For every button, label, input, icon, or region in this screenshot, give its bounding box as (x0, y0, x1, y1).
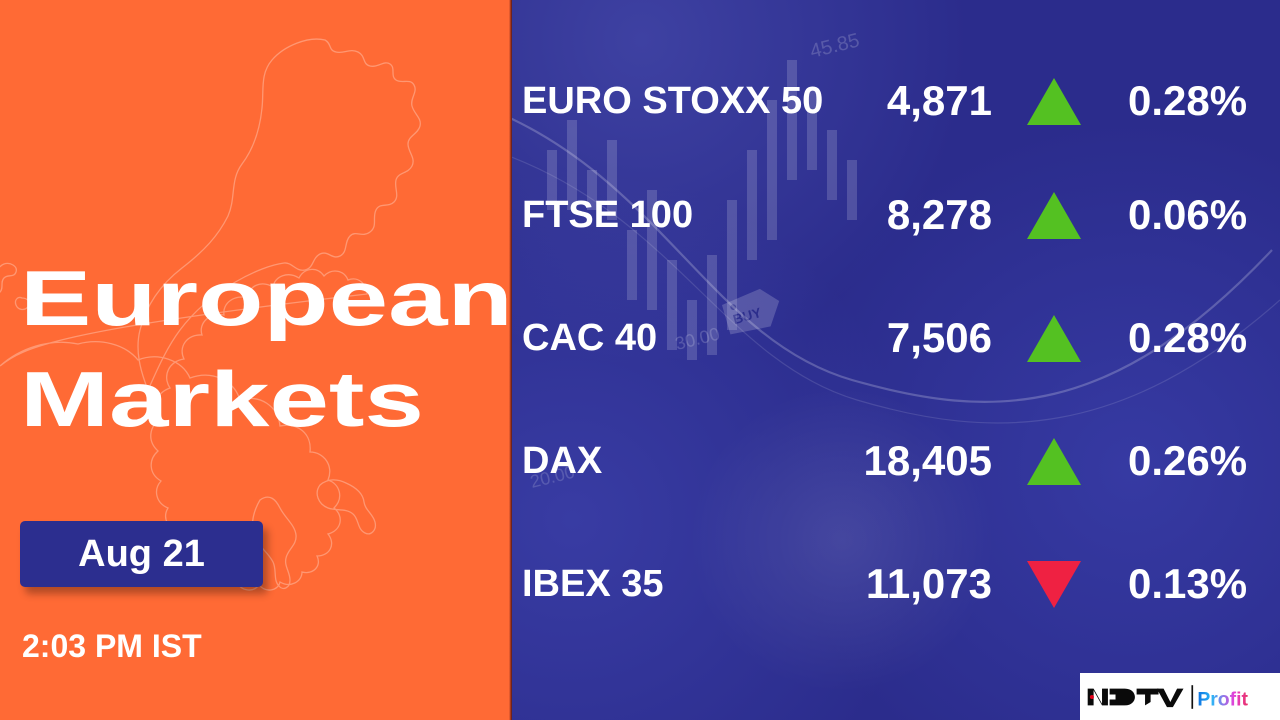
svg-text:45.85: 45.85 (808, 29, 862, 62)
svg-text:Profit: Profit (1197, 688, 1248, 710)
